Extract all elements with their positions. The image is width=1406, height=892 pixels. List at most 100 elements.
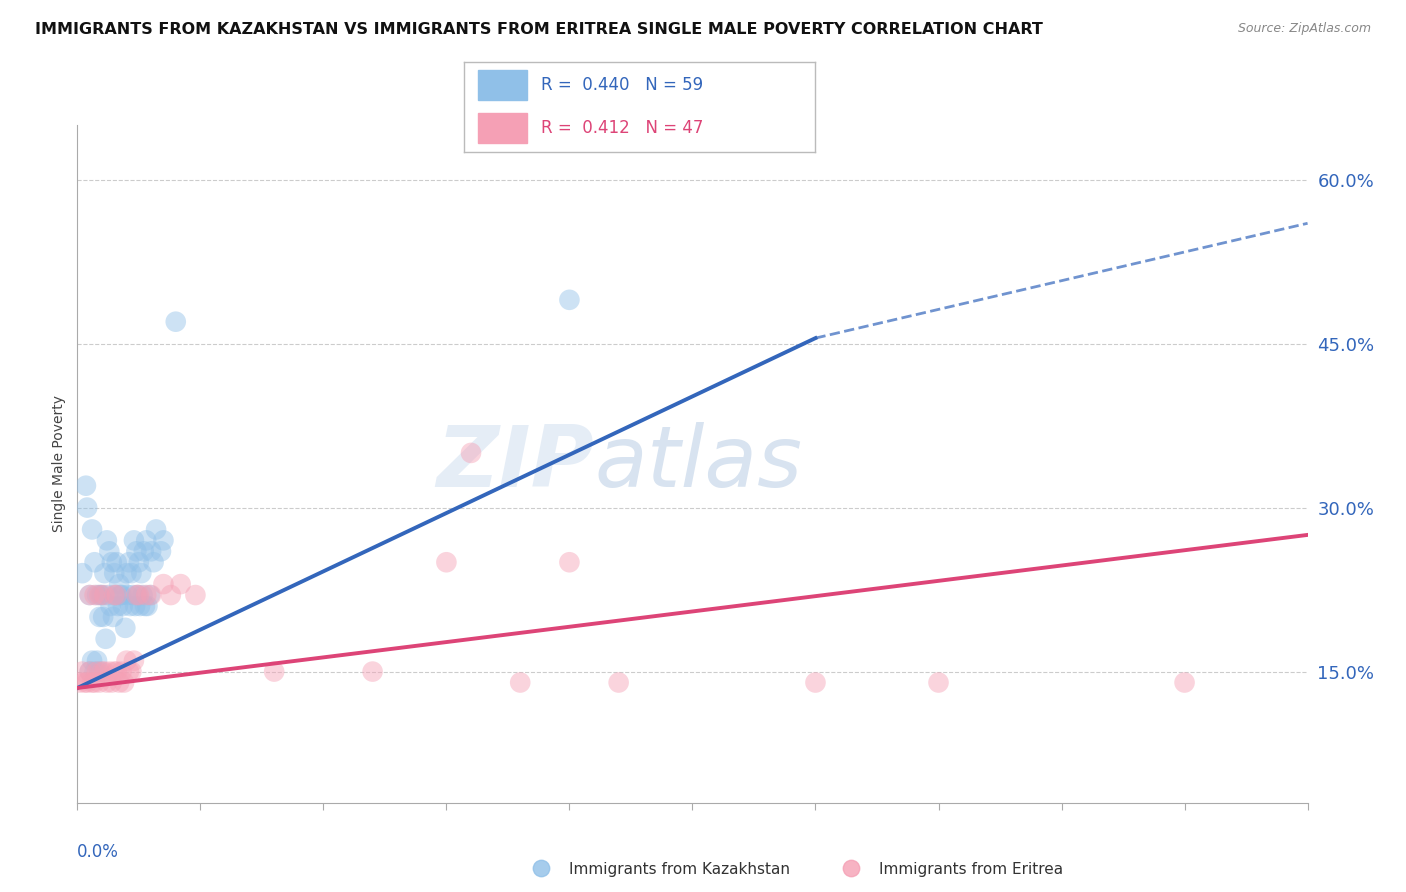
Point	[94, 632, 117, 646]
Point	[135, 588, 157, 602]
Point	[83, 588, 105, 602]
Point	[91, 610, 114, 624]
Point	[361, 665, 384, 679]
Point	[111, 665, 132, 679]
Point	[76, 675, 98, 690]
Point	[1174, 675, 1197, 690]
Point	[124, 599, 146, 613]
Point	[103, 566, 125, 581]
Point	[75, 479, 97, 493]
Text: 0.0%: 0.0%	[77, 844, 120, 862]
Point	[82, 523, 104, 537]
Point	[101, 555, 124, 569]
Point	[86, 665, 108, 679]
Point	[101, 675, 124, 690]
Point	[436, 555, 458, 569]
Point	[100, 599, 122, 613]
Point	[90, 588, 112, 602]
Point	[132, 544, 155, 558]
Point	[101, 610, 124, 624]
Y-axis label: Single Male Poverty: Single Male Poverty	[52, 395, 66, 533]
Point	[108, 675, 131, 690]
Point	[110, 588, 132, 602]
Point	[160, 588, 183, 602]
Point	[122, 533, 145, 548]
Point	[558, 555, 581, 569]
Point	[82, 675, 104, 690]
Point	[70, 665, 93, 679]
Point	[105, 665, 128, 679]
Point	[121, 588, 143, 602]
Point	[89, 588, 111, 602]
Point	[129, 566, 153, 581]
Point	[129, 599, 152, 613]
Point	[83, 675, 105, 690]
Point	[117, 588, 139, 602]
Point	[89, 665, 111, 679]
Text: IMMIGRANTS FROM KAZAKHSTAN VS IMMIGRANTS FROM ERITREA SINGLE MALE POVERTY CORREL: IMMIGRANTS FROM KAZAKHSTAN VS IMMIGRANTS…	[35, 22, 1043, 37]
Point	[152, 533, 174, 548]
Point	[139, 588, 162, 602]
Point	[263, 665, 285, 679]
Point	[93, 566, 115, 581]
Point	[86, 588, 108, 602]
Point	[93, 588, 115, 602]
Point	[121, 566, 143, 581]
Point	[89, 675, 111, 690]
Point	[125, 544, 148, 558]
Point	[128, 555, 150, 569]
Point	[114, 621, 136, 635]
Bar	[478, 70, 527, 100]
Point	[79, 665, 101, 679]
Point	[79, 588, 101, 602]
Point	[83, 665, 105, 679]
Point	[170, 577, 193, 591]
Point	[558, 293, 581, 307]
Point	[104, 588, 127, 602]
Point	[96, 675, 118, 690]
Point	[142, 555, 165, 569]
Point	[150, 544, 173, 558]
Point	[122, 654, 145, 668]
Point	[115, 654, 138, 668]
Point	[76, 500, 98, 515]
Point	[105, 588, 128, 602]
Point	[120, 599, 142, 613]
Point	[128, 588, 150, 602]
Point	[839, 861, 862, 875]
Point	[509, 675, 531, 690]
Point	[152, 577, 174, 591]
Text: ZIP: ZIP	[436, 422, 595, 506]
Point	[103, 588, 125, 602]
Point	[98, 544, 121, 558]
Point	[127, 588, 149, 602]
Point	[108, 577, 131, 591]
Point	[184, 588, 207, 602]
Text: R =  0.412   N = 47: R = 0.412 N = 47	[541, 119, 703, 136]
Text: Immigrants from Kazakhstan: Immigrants from Kazakhstan	[569, 863, 790, 877]
Point	[69, 675, 91, 690]
Point	[165, 315, 187, 329]
Point	[83, 555, 105, 569]
Point	[79, 588, 101, 602]
Point	[131, 588, 153, 602]
Point	[928, 675, 950, 690]
Point	[115, 566, 138, 581]
Point	[607, 675, 630, 690]
Point	[141, 544, 163, 558]
Point	[804, 675, 827, 690]
Point	[89, 610, 111, 624]
Text: Immigrants from Eritrea: Immigrants from Eritrea	[879, 863, 1063, 877]
Point	[96, 533, 118, 548]
Point	[86, 654, 108, 668]
Point	[90, 665, 114, 679]
Bar	[478, 113, 527, 143]
Text: R =  0.440   N = 59: R = 0.440 N = 59	[541, 76, 703, 94]
Point	[97, 588, 120, 602]
Point	[111, 599, 134, 613]
Point	[135, 533, 157, 548]
Point	[82, 654, 104, 668]
Point	[105, 555, 128, 569]
Text: Source: ZipAtlas.com: Source: ZipAtlas.com	[1237, 22, 1371, 36]
Point	[93, 665, 115, 679]
